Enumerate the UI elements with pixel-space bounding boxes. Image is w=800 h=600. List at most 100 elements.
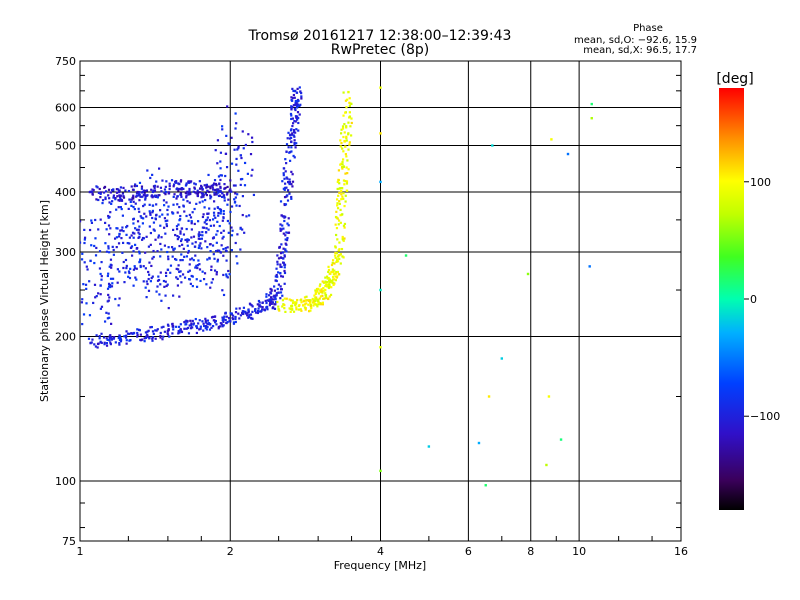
- data-point: [100, 341, 103, 344]
- data-point: [239, 248, 242, 251]
- data-point: [239, 183, 242, 187]
- data-point: [108, 197, 111, 200]
- data-point: [141, 195, 144, 198]
- data-point: [345, 135, 348, 138]
- data-point: [309, 303, 312, 307]
- data-point: [319, 303, 322, 306]
- data-point: [176, 187, 179, 190]
- data-point: [151, 257, 154, 260]
- data-point: [343, 131, 346, 134]
- data-point: [94, 237, 97, 240]
- data-point: [327, 297, 330, 301]
- data-point: [150, 276, 153, 280]
- data-point: [148, 210, 151, 213]
- data-point: [324, 288, 327, 292]
- data-point: [207, 228, 210, 231]
- data-point: [279, 263, 282, 266]
- data-point: [307, 303, 310, 306]
- data-point: [345, 182, 349, 185]
- data-point: [167, 306, 170, 310]
- data-point: [112, 253, 115, 256]
- data-point: [115, 208, 118, 211]
- data-point: [200, 186, 204, 189]
- data-point: [159, 186, 163, 189]
- data-point: [210, 326, 213, 329]
- data-point: [316, 299, 320, 302]
- data-point: [218, 208, 221, 211]
- data-point: [291, 117, 294, 120]
- data-point: [106, 287, 110, 290]
- data-point: [213, 200, 216, 203]
- data-point: [178, 329, 181, 332]
- data-point: [222, 320, 225, 323]
- data-point: [286, 199, 290, 202]
- data-point: [336, 180, 339, 184]
- data-point: [324, 280, 327, 283]
- data-point: [130, 204, 133, 207]
- data-point: [341, 163, 344, 166]
- data-point: [279, 271, 282, 275]
- data-point: [106, 338, 109, 341]
- data-point: [334, 233, 338, 237]
- data-point: [487, 395, 491, 398]
- data-point: [198, 263, 201, 266]
- data-point: [350, 134, 353, 137]
- data-point: [205, 222, 208, 226]
- data-point: [179, 232, 182, 235]
- data-point: [177, 236, 180, 239]
- data-point: [334, 256, 337, 259]
- data-point: [123, 281, 126, 284]
- data-point: [83, 261, 86, 264]
- data-point: [115, 188, 118, 191]
- data-point: [198, 191, 201, 194]
- data-point: [156, 196, 159, 199]
- data-point: [237, 312, 240, 315]
- data-point: [282, 257, 285, 260]
- data-point: [219, 167, 222, 170]
- data-point: [325, 280, 328, 284]
- data-point: [215, 188, 219, 191]
- data-point: [187, 193, 190, 196]
- data-point: [125, 266, 128, 270]
- data-point: [209, 187, 212, 190]
- data-point: [190, 180, 193, 183]
- data-point: [265, 301, 268, 305]
- data-point: [180, 253, 183, 256]
- data-point: [136, 190, 139, 194]
- data-point: [233, 198, 236, 201]
- data-point: [306, 299, 309, 302]
- data-point: [290, 106, 293, 110]
- data-point: [90, 244, 93, 247]
- data-point: [286, 189, 290, 192]
- data-point: [92, 189, 95, 192]
- data-point: [350, 102, 353, 105]
- data-point: [155, 329, 158, 332]
- data-point: [336, 258, 339, 261]
- data-point: [179, 270, 182, 273]
- data-point: [247, 311, 250, 314]
- data-point: [321, 301, 324, 304]
- data-point: [212, 324, 215, 328]
- data-point: [169, 271, 172, 274]
- data-point: [274, 303, 277, 306]
- data-point: [294, 131, 297, 134]
- data-point: [295, 142, 298, 145]
- data-point: [163, 244, 167, 247]
- data-point: [166, 283, 169, 286]
- data-point: [158, 167, 161, 170]
- data-point: [283, 254, 286, 257]
- data-point: [204, 326, 207, 330]
- data-point: [230, 234, 234, 237]
- data-point: [379, 346, 382, 349]
- data-point: [163, 226, 166, 229]
- data-point: [336, 187, 339, 191]
- data-point: [138, 233, 141, 236]
- data-point: [291, 299, 294, 302]
- data-point: [149, 243, 152, 246]
- data-point: [144, 331, 148, 334]
- data-point: [139, 258, 142, 261]
- data-point: [288, 178, 291, 181]
- data-point: [157, 234, 161, 237]
- legend-line-o: mean, sd,O: −92.6, 15.9: [574, 35, 697, 46]
- data-point: [302, 300, 305, 303]
